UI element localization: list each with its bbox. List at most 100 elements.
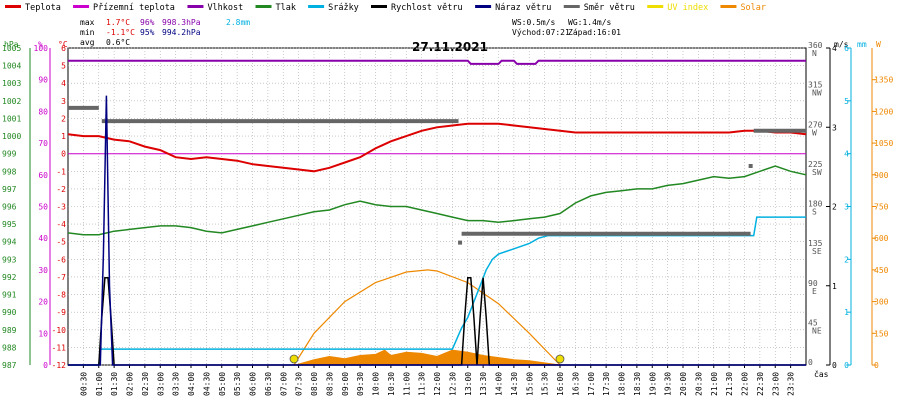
axis-x-tick: 21:30 bbox=[725, 372, 734, 396]
legend-label: Teplota bbox=[25, 3, 61, 13]
axis-temp-tick: -4 bbox=[56, 220, 66, 229]
chart-title: 27.11.2021 bbox=[412, 40, 488, 54]
axis-hpa-tick: 991 bbox=[2, 291, 17, 300]
summary-avg-temp: 0.6°C bbox=[106, 38, 130, 47]
summary-min-temp: -1.1°C bbox=[106, 28, 135, 37]
axis-w-tick: 1050 bbox=[874, 139, 893, 148]
sunset: Západ:16:01 bbox=[568, 28, 621, 37]
axis-w-tick: 0 bbox=[874, 361, 879, 370]
axis-x-tick: 05:00 bbox=[218, 372, 227, 396]
summary-rain-total: 2.8mm bbox=[226, 18, 250, 27]
axis-hum-tick: 0 bbox=[43, 361, 48, 370]
axis-ms-tick: 0 bbox=[832, 361, 837, 370]
series-wind-gust bbox=[68, 95, 806, 366]
axis-x-tick: 06:00 bbox=[249, 372, 258, 396]
axis-x-tick: 13:00 bbox=[464, 372, 473, 396]
axis-x-tick: 03:00 bbox=[156, 372, 165, 396]
axis-x-tick: 23:00 bbox=[771, 372, 780, 396]
axis-x-tick: 20:30 bbox=[694, 372, 703, 396]
axis-hpa-tick: 1005 bbox=[2, 44, 21, 53]
legend-swatch bbox=[720, 5, 737, 8]
legend-swatch bbox=[255, 5, 272, 8]
axis-dir-label: SW bbox=[812, 168, 822, 177]
axis-hum-tick: 50 bbox=[38, 203, 48, 212]
series-wind-dir-point bbox=[748, 163, 753, 168]
wind-ws: WS:0.5m/s bbox=[512, 18, 556, 27]
series-solar-measured bbox=[295, 349, 561, 366]
axis-hpa-tick: 1002 bbox=[2, 97, 21, 106]
axis-x-tick: 14:00 bbox=[495, 372, 504, 396]
axis-hum-tick: 60 bbox=[38, 171, 48, 180]
axis-dir-tick: 180 bbox=[808, 200, 823, 209]
axis-temp-tick: -6 bbox=[56, 255, 66, 264]
axis-x-tick: 12:30 bbox=[448, 372, 457, 396]
axis-temp-tick: 2 bbox=[61, 114, 66, 123]
summary-avg-label: avg bbox=[80, 38, 95, 47]
axis-temp-tick: -11 bbox=[52, 343, 67, 352]
axis-x-tick: 09:00 bbox=[341, 372, 350, 396]
axis-temp-tick: -2 bbox=[56, 185, 66, 194]
axis-hpa-tick: 994 bbox=[2, 238, 17, 247]
axis-w-tick: 300 bbox=[874, 298, 889, 307]
legend-swatch bbox=[187, 5, 204, 8]
axis-x-tick: 14:30 bbox=[510, 372, 519, 396]
axis-hpa-tick: 1003 bbox=[2, 79, 21, 88]
axis-x-tick: 22:00 bbox=[741, 372, 750, 396]
axis-x-tick: 03:30 bbox=[172, 372, 181, 396]
axis-hpa-tick: 998 bbox=[2, 167, 17, 176]
axis-hum-tick: 80 bbox=[38, 107, 48, 116]
axis-mm-tick: 2 bbox=[844, 255, 849, 264]
legend-swatch bbox=[5, 5, 21, 8]
axis-x-tick: 07:30 bbox=[295, 372, 304, 396]
axis-hum-tick: 70 bbox=[38, 139, 48, 148]
series-humidity bbox=[68, 59, 806, 65]
summary-max-hum: 96% bbox=[140, 18, 155, 27]
axis-mm-tick: 1 bbox=[844, 308, 849, 317]
axis-x-tick: 01:30 bbox=[110, 372, 119, 396]
axis-temp-tick: -9 bbox=[56, 308, 66, 317]
axis-dir-label: NW bbox=[812, 89, 822, 98]
axis-x-tick: 12:00 bbox=[433, 372, 442, 396]
axis-hum-tick: 30 bbox=[38, 266, 48, 275]
axis-x-tick: 15:30 bbox=[541, 372, 550, 396]
axis-temp-tick: 3 bbox=[61, 97, 66, 106]
axis-hpa-tick: 997 bbox=[2, 185, 17, 194]
summary-min-label: min bbox=[80, 28, 95, 37]
axis-x-tick: 15:00 bbox=[525, 372, 534, 396]
axis-hpa-tick: 993 bbox=[2, 255, 17, 264]
series-wind-dir-point bbox=[458, 240, 463, 245]
axis-x-tick: 06:30 bbox=[264, 372, 273, 396]
axis-temp-tick: 0 bbox=[61, 150, 66, 159]
axis-x-tick: 19:30 bbox=[664, 372, 673, 396]
series-uv-marker bbox=[555, 354, 565, 364]
summary-min-hum: 95% bbox=[140, 28, 155, 37]
axis-hum-tick: 100 bbox=[34, 44, 49, 53]
series-wind-speed bbox=[68, 277, 806, 366]
axis-x-tick: 20:00 bbox=[679, 372, 688, 396]
legend-label: Vlhkost bbox=[207, 3, 243, 13]
axis-dir-tick: 135 bbox=[808, 239, 823, 248]
axis-hpa-tick: 1001 bbox=[2, 114, 21, 123]
axis-temp-tick: -5 bbox=[56, 238, 66, 247]
axis-hum-unit: % bbox=[38, 40, 43, 49]
axis-temp-tick: 1 bbox=[61, 132, 66, 141]
legend-swatch bbox=[73, 5, 90, 8]
axis-ms-unit: m/s bbox=[834, 40, 849, 49]
axis-hpa-tick: 1000 bbox=[2, 132, 21, 141]
axis-x-tick: 01:00 bbox=[95, 372, 104, 396]
axis-x-tick: 23:30 bbox=[787, 372, 796, 396]
legend-swatch bbox=[563, 5, 580, 8]
legend-swatch bbox=[371, 5, 387, 8]
axis-x-tick: 17:30 bbox=[602, 372, 611, 396]
axis-x-tick: 05:30 bbox=[233, 372, 242, 396]
axis-w-tick: 1200 bbox=[874, 107, 893, 116]
axis-x-tick: 21:00 bbox=[710, 372, 719, 396]
axis-x-tick: 02:30 bbox=[141, 372, 150, 396]
sunrise: Východ:07:21 bbox=[512, 28, 570, 37]
legend-swatch bbox=[308, 5, 325, 8]
axis-x-unit: čas bbox=[814, 369, 829, 379]
axis-w-tick: 900 bbox=[874, 171, 889, 180]
axis-x-tick: 08:00 bbox=[310, 372, 319, 396]
axis-hpa-tick: 999 bbox=[2, 150, 17, 159]
